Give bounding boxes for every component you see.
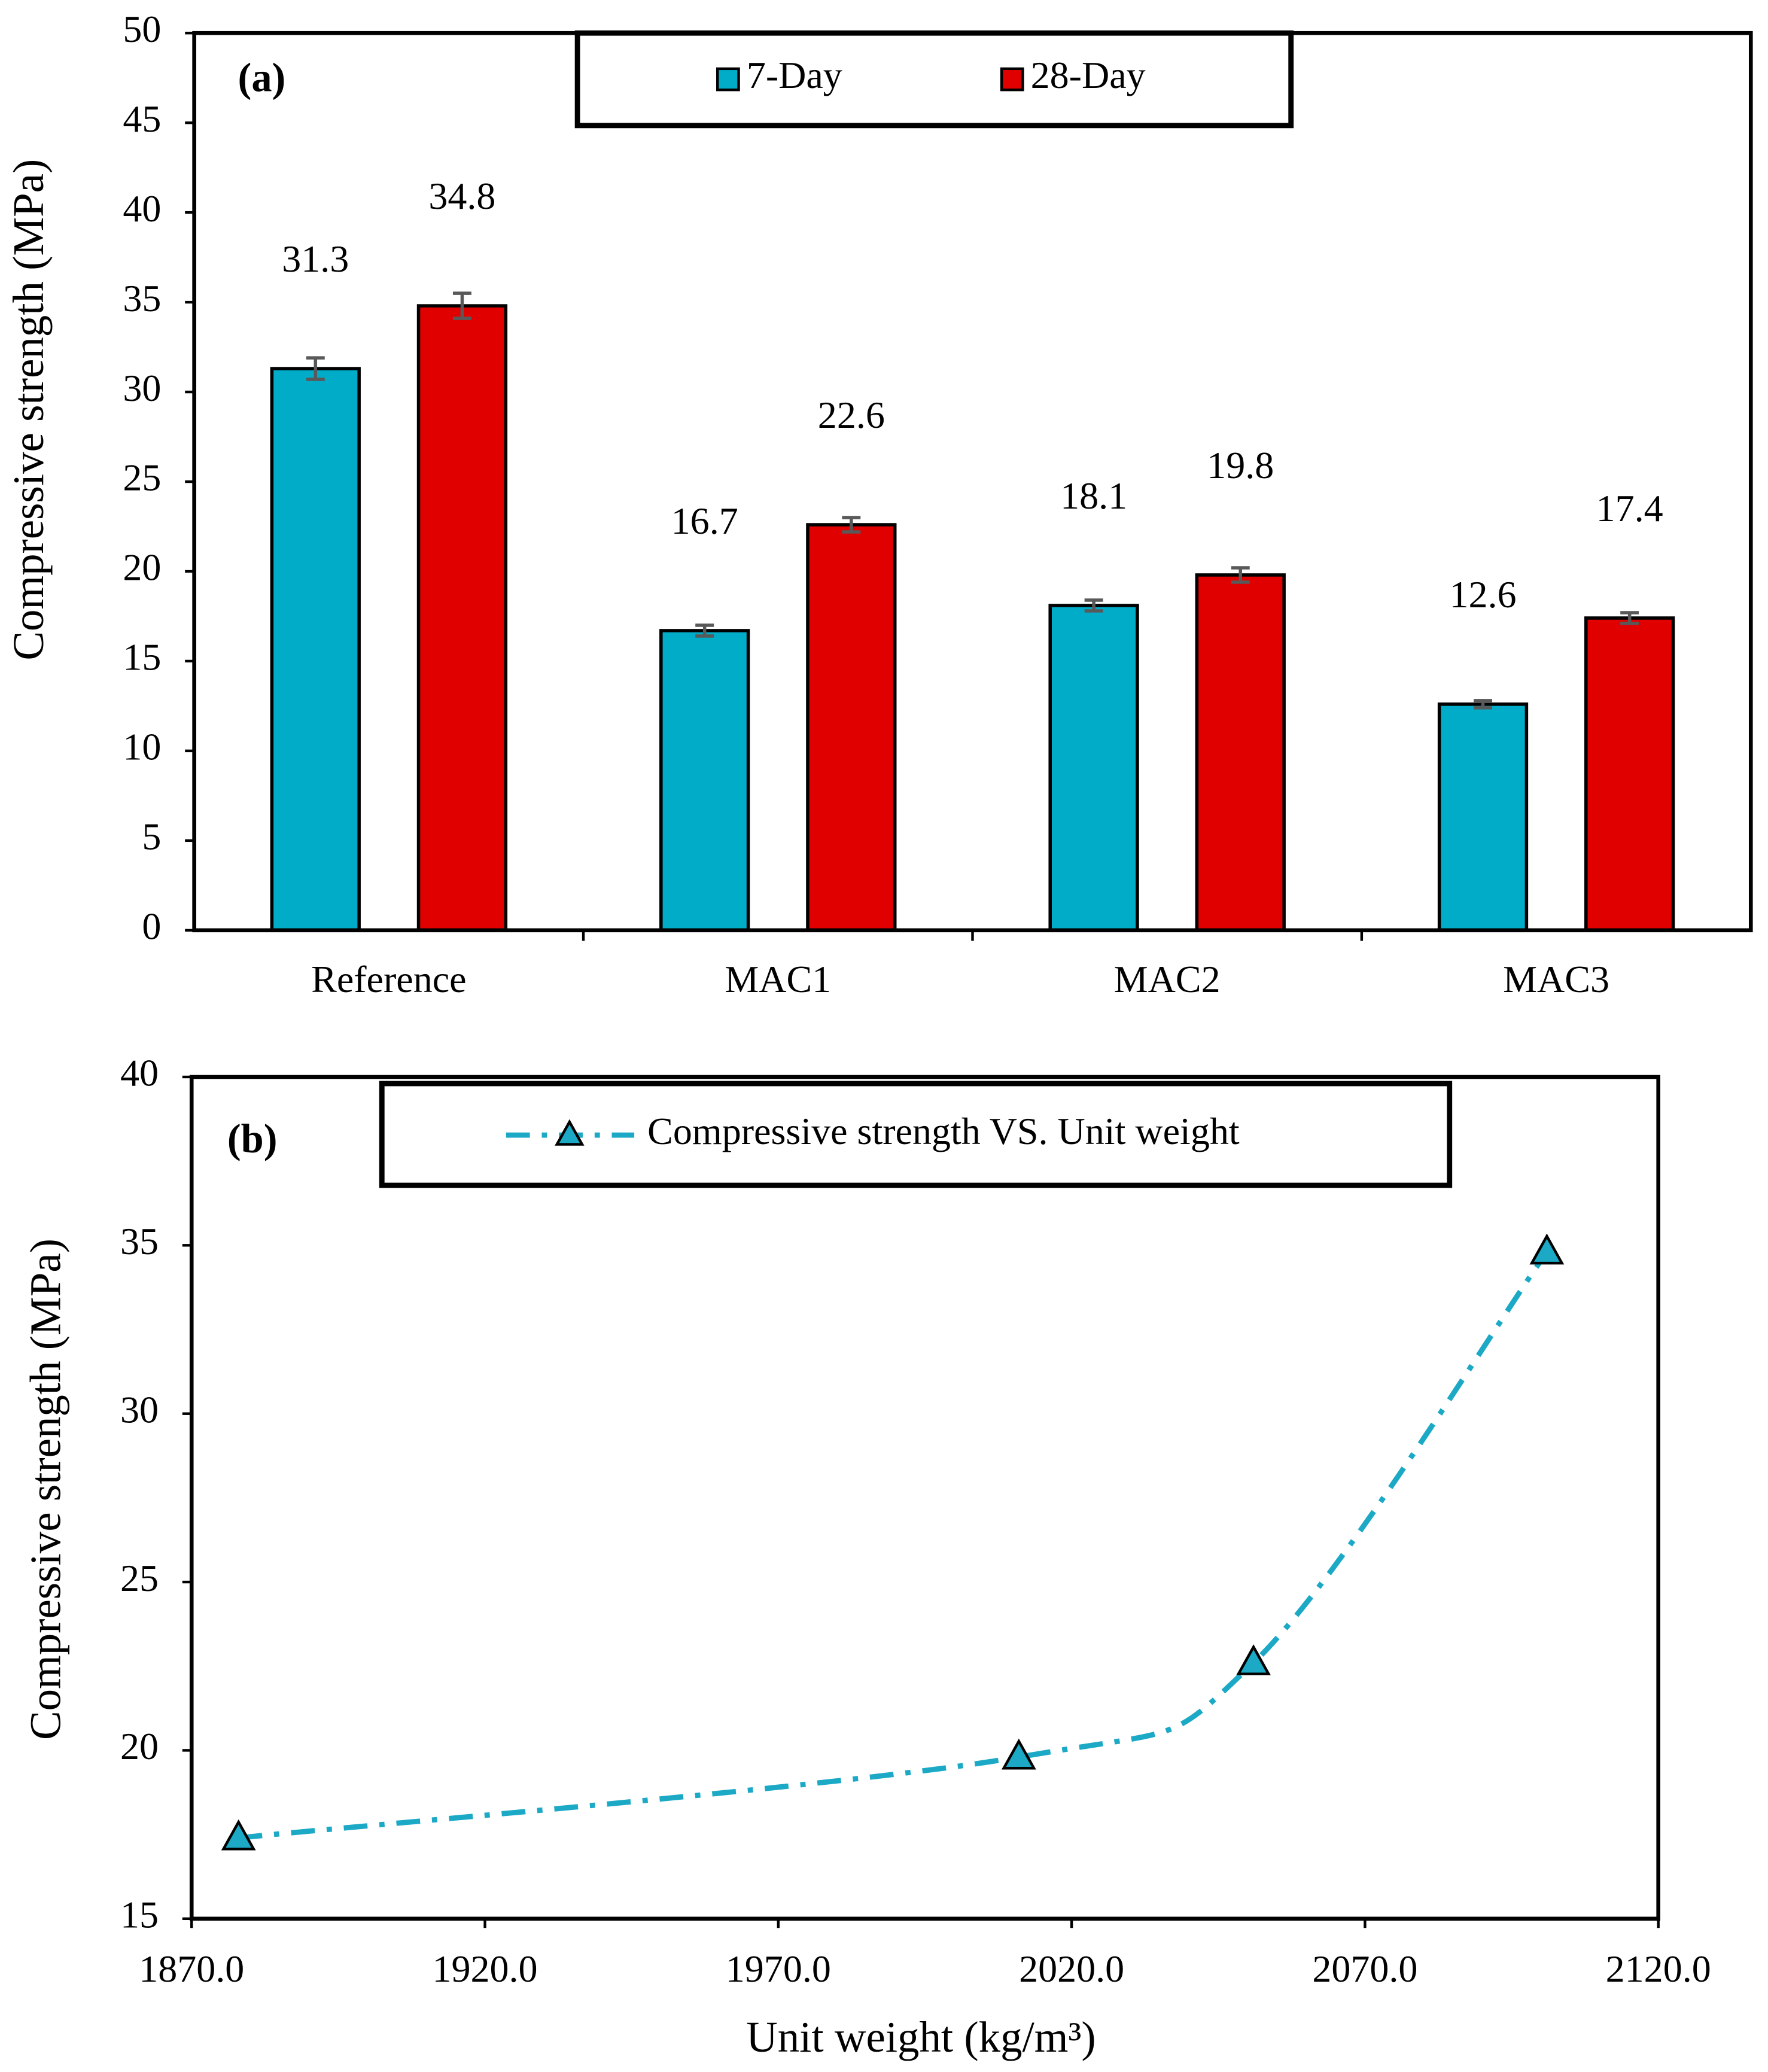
x-tick-label: 2020.0	[1019, 1948, 1124, 1990]
value-label: 17.4	[1596, 487, 1663, 530]
bar	[270, 367, 361, 932]
value-label: 16.7	[671, 500, 738, 542]
x-tick-label: MAC2	[1114, 958, 1221, 1000]
y-axis-label: Compressive strength (MPa)	[4, 159, 53, 661]
y-tick-label: 25	[120, 1557, 159, 1599]
legend-label: 7-Day	[747, 54, 842, 96]
error-bar	[1084, 598, 1103, 613]
legend-label: 28-Day	[1031, 54, 1146, 96]
y-tick-label: 15	[123, 636, 161, 679]
x-axis-label: Unit weight (kg/m³)	[746, 2013, 1096, 2061]
value-label: 34.8	[428, 175, 495, 217]
x-tick-label: 2070.0	[1312, 1948, 1417, 1990]
y-tick-label: 40	[120, 1052, 159, 1094]
y-tick-label: 50	[123, 8, 161, 50]
x-tick-label: 2120.0	[1606, 1948, 1711, 1990]
legend-box	[379, 1081, 1453, 1188]
error-bar	[306, 356, 325, 381]
legend-swatch	[716, 67, 740, 92]
x-tick-label: MAC1	[725, 958, 831, 1000]
y-tick-label: 15	[120, 1893, 159, 1936]
bar	[416, 304, 508, 932]
y-tick-label: 30	[123, 367, 161, 409]
y-tick-label: 10	[123, 726, 161, 768]
x-tick-label: 1870.0	[139, 1948, 244, 1990]
error-bar	[1474, 699, 1492, 710]
y-tick-label: 40	[123, 187, 161, 230]
value-label: 18.1	[1060, 474, 1127, 517]
panel-label: (b)	[227, 1116, 278, 1161]
legend-box	[574, 30, 1294, 129]
y-tick-label: 35	[123, 277, 161, 320]
error-bar	[1231, 566, 1250, 584]
legend-label: Compressive strength VS. Unit weight	[647, 1110, 1240, 1152]
marker	[1529, 1233, 1565, 1265]
error-bar	[695, 623, 714, 638]
bar	[1048, 604, 1139, 932]
marker	[1001, 1738, 1036, 1770]
error-bar	[452, 291, 471, 320]
legend-marker	[555, 1119, 585, 1146]
y-tick-label: 25	[123, 457, 161, 499]
y-tick-label: 35	[120, 1220, 159, 1262]
y-axis-label: Compressive strength (MPa)	[22, 1239, 70, 1740]
marker	[221, 1819, 256, 1851]
x-tick-label: 1920.0	[432, 1948, 537, 1990]
value-label: 19.8	[1207, 444, 1274, 486]
x-tick-label: 1970.0	[726, 1948, 831, 1990]
panel-label: (a)	[238, 55, 286, 101]
y-tick-label: 20	[123, 546, 161, 589]
error-bar	[1620, 611, 1639, 625]
bar	[1195, 573, 1286, 932]
value-label: 12.6	[1449, 573, 1516, 616]
marker	[1236, 1644, 1271, 1675]
x-tick-label: MAC3	[1503, 958, 1609, 1000]
line	[238, 1250, 1549, 1841]
y-tick-label: 30	[120, 1388, 159, 1431]
y-tick-label: 45	[123, 98, 161, 140]
y-tick-label: 0	[142, 905, 161, 948]
x-tick-label: Reference	[311, 958, 466, 1000]
bar	[806, 523, 897, 932]
y-tick-label: 20	[120, 1725, 159, 1767]
bar	[1584, 616, 1675, 932]
bar	[1437, 702, 1529, 932]
plot-frame	[189, 1075, 1661, 1921]
legend-swatch	[1000, 67, 1024, 92]
error-bar	[842, 516, 861, 534]
value-label: 22.6	[818, 394, 885, 436]
bar	[659, 629, 750, 932]
value-label: 31.3	[282, 238, 349, 280]
y-tick-label: 5	[142, 816, 161, 858]
